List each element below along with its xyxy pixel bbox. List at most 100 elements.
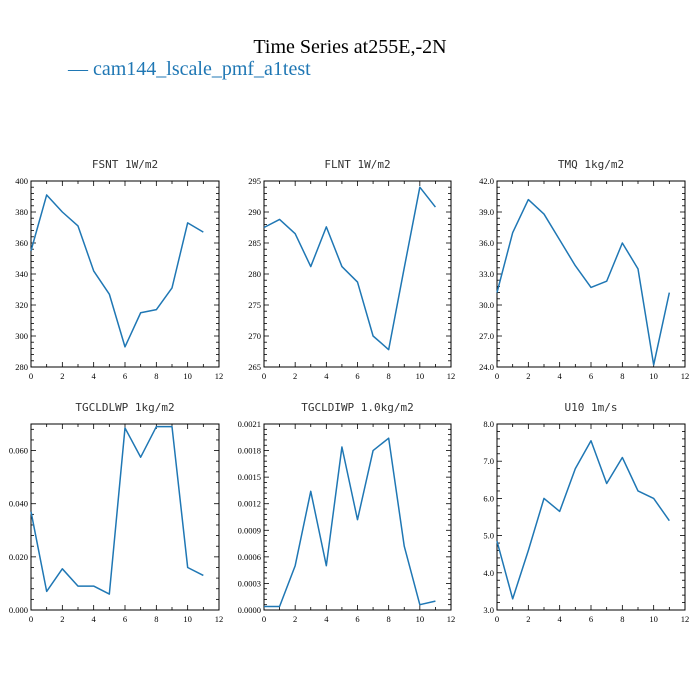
x-tick-label: 12 — [681, 371, 690, 381]
x-tick-label: 8 — [154, 371, 158, 381]
series-line — [30, 194, 204, 348]
x-tick-label: 2 — [293, 614, 297, 624]
x-tick-label: 12 — [447, 371, 456, 381]
y-tick-label: 280 — [15, 362, 28, 372]
x-tick-label: 6 — [589, 614, 593, 624]
y-tick-label: 36.0 — [479, 238, 494, 248]
plot-frame — [263, 180, 452, 368]
y-tick-label: 0.0009 — [238, 525, 261, 535]
y-tick-label: 320 — [15, 300, 28, 310]
x-tick-label: 6 — [123, 614, 127, 624]
x-tick-label: 4 — [92, 614, 97, 624]
y-tick-label: 265 — [248, 362, 261, 372]
y-tick-label: 30.0 — [479, 300, 494, 310]
y-tick-label: 280 — [248, 269, 261, 279]
x-tick-label: 4 — [558, 371, 563, 381]
series-line — [263, 186, 437, 351]
page-title: Time Series at255E,-2N — [253, 36, 447, 58]
x-tick-label: 10 — [649, 371, 658, 381]
y-tick-label: 39.0 — [479, 207, 494, 217]
y-tick-label: 0.0012 — [238, 499, 261, 509]
series-line — [264, 437, 436, 608]
plot-title: U10 1m/s — [565, 401, 618, 414]
y-tick-label: 400 — [15, 176, 28, 186]
y-tick-label: 27.0 — [479, 331, 494, 341]
y-tick-label: 0.0015 — [238, 472, 261, 482]
y-tick-label: 360 — [15, 238, 28, 248]
x-tick-label: 12 — [215, 614, 224, 624]
x-tick-label: 6 — [355, 371, 359, 381]
plot-title: TGCLDIWP 1.0kg/m2 — [301, 401, 414, 414]
x-tick-label: 8 — [154, 614, 158, 624]
y-tick-label: 380 — [15, 207, 28, 217]
y-tick-label: 0.060 — [9, 446, 28, 456]
y-tick-label: 3.0 — [483, 605, 494, 615]
x-tick-label: 8 — [620, 614, 624, 624]
y-tick-label: 5.0 — [483, 531, 494, 541]
y-tick-label: 295 — [248, 176, 261, 186]
y-tick-label: 0.0006 — [238, 552, 261, 562]
plot-title: TMQ 1kg/m2 — [558, 158, 624, 171]
x-tick-label: 2 — [526, 371, 530, 381]
y-tick-label: 0.0021 — [238, 419, 261, 429]
x-tick-label: 2 — [293, 371, 297, 381]
plot-frame — [496, 180, 686, 368]
y-tick-label: 285 — [248, 238, 261, 248]
y-tick-label: 0.0000 — [238, 605, 261, 615]
y-tick-label: 7.0 — [483, 456, 494, 466]
plot-frame — [30, 423, 220, 611]
x-tick-label: 4 — [324, 614, 329, 624]
x-tick-label: 4 — [92, 371, 97, 381]
x-tick-label: 0 — [262, 371, 266, 381]
y-tick-label: 270 — [248, 331, 261, 341]
x-tick-label: 0 — [262, 614, 266, 624]
y-tick-label: 42.0 — [479, 176, 494, 186]
y-tick-label: 290 — [248, 207, 261, 217]
series-line — [496, 439, 670, 600]
x-tick-label: 0 — [495, 614, 499, 624]
x-tick-label: 2 — [60, 614, 64, 624]
series-line — [496, 198, 671, 366]
y-tick-label: 0.040 — [9, 499, 28, 509]
x-tick-label: 8 — [620, 371, 624, 381]
plot-title: FLNT 1W/m2 — [324, 158, 390, 171]
x-tick-label: 0 — [495, 371, 499, 381]
x-tick-label: 8 — [387, 614, 391, 624]
x-tick-label: 0 — [29, 371, 33, 381]
x-tick-label: 4 — [558, 614, 563, 624]
y-tick-label: 8.0 — [483, 419, 494, 429]
y-tick-label: 24.0 — [479, 362, 494, 372]
plot-title: FSNT 1W/m2 — [92, 158, 158, 171]
y-tick-label: 340 — [15, 269, 28, 279]
legend-entry: — cam144_lscale_pmf_a1test — [68, 58, 311, 80]
y-tick-label: 33.0 — [479, 269, 494, 279]
y-tick-label: 4.0 — [483, 568, 494, 578]
x-tick-label: 4 — [324, 371, 329, 381]
x-tick-label: 0 — [29, 614, 33, 624]
plot-frame — [496, 423, 686, 611]
x-tick-label: 10 — [416, 371, 425, 381]
y-tick-label: 0.0003 — [238, 578, 261, 588]
x-tick-label: 10 — [649, 614, 658, 624]
x-tick-label: 6 — [355, 614, 359, 624]
series-line — [30, 425, 204, 595]
plot-title: TGCLDLWP 1kg/m2 — [75, 401, 174, 414]
x-tick-label: 6 — [123, 371, 127, 381]
y-tick-label: 275 — [248, 300, 261, 310]
x-tick-label: 10 — [183, 371, 192, 381]
y-tick-label: 300 — [15, 331, 28, 341]
y-tick-label: 0.0018 — [238, 446, 261, 456]
x-tick-label: 12 — [447, 614, 456, 624]
y-tick-label: 0.020 — [9, 552, 28, 562]
x-tick-label: 8 — [387, 371, 391, 381]
x-tick-label: 10 — [416, 614, 425, 624]
x-tick-label: 12 — [681, 614, 690, 624]
x-tick-label: 2 — [60, 371, 64, 381]
y-tick-label: 0.000 — [9, 605, 28, 615]
x-tick-label: 2 — [526, 614, 530, 624]
y-tick-label: 6.0 — [483, 493, 494, 503]
x-tick-label: 12 — [215, 371, 224, 381]
x-tick-label: 6 — [589, 371, 593, 381]
x-tick-label: 10 — [183, 614, 192, 624]
